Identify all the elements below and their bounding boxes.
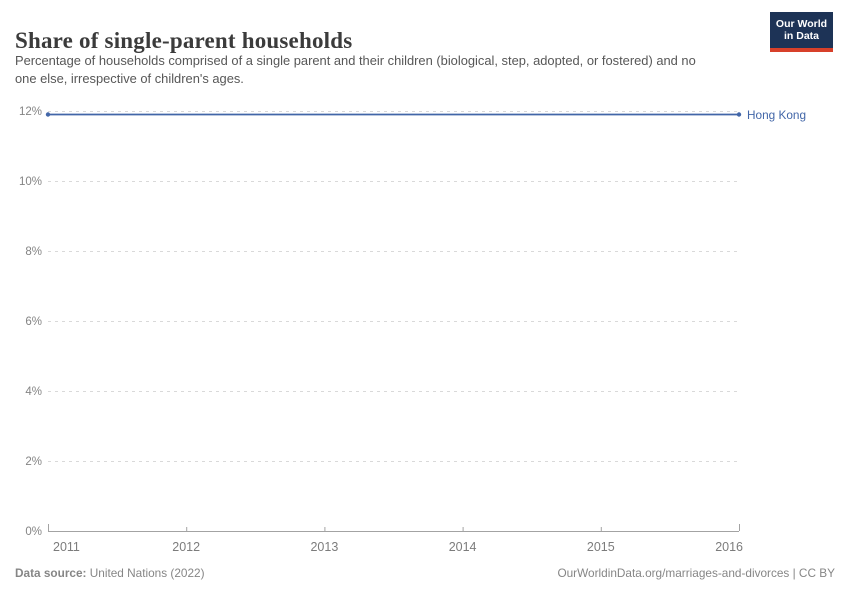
y-tick-label: 12% [19,106,42,118]
y-tick-label: 6% [25,316,42,328]
chart-title: Share of single-parent households [15,28,353,54]
owid-logo: Our World in Data [770,12,833,52]
owid-logo-line1: Our World [775,17,828,30]
data-source-value: United Nations (2022) [86,566,205,580]
y-tick-label: 2% [25,456,42,468]
credit-line: OurWorldinData.org/marriages-and-divorce… [557,566,835,580]
x-tick-label: 2013 [310,540,338,554]
series-endpoint-marker [45,112,51,117]
y-tick-label: 8% [25,246,42,258]
series-endpoint-marker [736,112,742,117]
y-tick-label: 0% [25,526,42,538]
x-tick-label: 2012 [172,540,200,554]
chart-subtitle: Percentage of households comprised of a … [15,53,696,86]
data-source-label: Data source: [15,566,87,580]
x-tick-label: 2014 [449,540,477,554]
y-tick-label: 10% [19,176,42,188]
owid-logo-line2: in Data [783,30,819,42]
x-tick-label: 2016 [715,540,743,554]
data-source: Data source: United Nations (2022) [15,566,205,580]
x-tick-label: 2011 [53,540,80,554]
x-tick-label: 2015 [587,540,615,554]
y-tick-label: 4% [25,386,42,398]
chart-footer: Data source: United Nations (2022) OurWo… [15,566,835,580]
entity-label: Hong Kong [747,108,806,122]
